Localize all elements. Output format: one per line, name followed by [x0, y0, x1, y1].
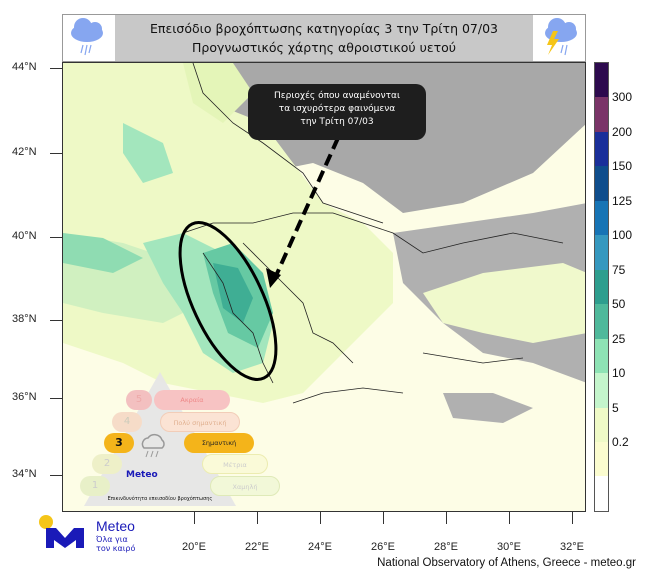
- level-label: Σημαντική: [201, 439, 237, 447]
- lon-label: 24°E: [308, 541, 332, 553]
- callout-line: τα ισχυρότερα φαινόμενα: [278, 104, 396, 114]
- colorbar-label: 100: [612, 228, 633, 243]
- callout-line: την Τρίτη 07/03: [300, 117, 374, 127]
- thunderstorm-cloud-icon: [533, 15, 585, 61]
- colorbar-segment: [595, 441, 608, 477]
- colorbar-segment: [595, 338, 608, 374]
- lon-label: 32°E: [560, 541, 584, 553]
- lat-label: 44°N: [12, 61, 37, 73]
- callout-box: Περιοχές όπου αναμένονται τα ισχυρότερα …: [248, 84, 426, 140]
- colorbar-label: 200: [612, 124, 633, 139]
- footer-credit: National Observatory of Athens, Greece -…: [377, 557, 636, 569]
- lat-label: 34°N: [12, 468, 37, 480]
- precipitation-map: [62, 62, 586, 512]
- logo-slogan: Όλα για τον καιρό: [96, 535, 135, 553]
- logo-name: Meteo: [96, 518, 135, 534]
- level-5-pill: Ακραία: [154, 390, 230, 410]
- lon-label: 26°E: [371, 541, 395, 553]
- level-1-pill: Χαμηλή: [210, 476, 280, 496]
- level-5-badge: 5: [126, 390, 152, 410]
- colorbar-segment: [595, 269, 608, 305]
- colorbar-label: 0.2: [612, 435, 629, 450]
- colorbar-segment: [595, 166, 608, 201]
- colorbar-segment: [595, 373, 608, 408]
- lat-label: 36°N: [12, 391, 37, 403]
- colorbar-segment: [595, 304, 608, 339]
- level-3-badge: 3: [104, 433, 134, 453]
- hazard-level-legend: Ακραία Πολύ σημαντική Σημαντική Μέτρια Χ…: [66, 370, 286, 510]
- colorbar-segment: [595, 200, 608, 236]
- colorbar-segment: [595, 63, 608, 98]
- colorbar-segment: [595, 131, 608, 167]
- colorbar-label: 25: [612, 331, 626, 346]
- legend-logo: Meteo: [126, 470, 158, 480]
- lon-label: 22°E: [245, 541, 269, 553]
- lon-label: 28°E: [434, 541, 458, 553]
- level-4-badge: 4: [112, 412, 142, 432]
- colorbar-label: 150: [612, 159, 633, 174]
- colorbar-label: 300: [612, 90, 633, 105]
- header: Επεισόδιο βροχόπτωσης κατηγορίας 3 την Τ…: [62, 14, 586, 62]
- lon-label: 20°E: [182, 541, 206, 553]
- level-label: Χαμηλή: [232, 483, 258, 491]
- rain-cloud-icon: [141, 434, 165, 458]
- level-2-badge: 2: [92, 454, 122, 474]
- slogan-line: Όλα για: [96, 535, 128, 544]
- title-line-1: Επεισόδιο βροχόπτωσης κατηγορίας 3 την Τ…: [150, 21, 498, 36]
- title-line-2: Προγνωστικός χάρτης αθροιστικού υετού: [192, 40, 456, 55]
- lon-label: 30°E: [497, 541, 521, 553]
- legend-caption: Επικινδυνότητα επεισοδίου βροχόπτωσης: [107, 496, 213, 502]
- colorbar-segment: [595, 235, 608, 270]
- level-label: Μέτρια: [223, 461, 247, 469]
- rain-cloud-icon: [63, 15, 115, 61]
- lat-label: 40°N: [12, 230, 37, 242]
- colorbar-label: 50: [612, 297, 626, 312]
- level-3-pill: Σημαντική: [184, 433, 254, 453]
- lat-label: 38°N: [12, 313, 37, 325]
- level-2-pill: Μέτρια: [202, 454, 268, 474]
- colorbar: [594, 62, 609, 512]
- slogan-line: τον καιρό: [96, 544, 136, 553]
- colorbar-label: 10: [612, 366, 626, 381]
- meteo-logo: Meteo Όλα για τον καιρό: [38, 514, 135, 554]
- colorbar-segment: [595, 407, 608, 442]
- lat-label: 42°N: [12, 146, 37, 158]
- level-label: Ακραία: [180, 396, 204, 404]
- callout-line: Περιοχές όπου αναμένονται: [273, 91, 401, 101]
- colorbar-label: 5: [612, 400, 619, 415]
- level-4-pill: Πολύ σημαντική: [160, 412, 240, 432]
- colorbar-segment: [595, 476, 608, 511]
- page-title: Επεισόδιο βροχόπτωσης κατηγορίας 3 την Τ…: [119, 19, 529, 57]
- colorbar-label: 125: [612, 193, 633, 208]
- level-1-badge: 1: [80, 476, 110, 496]
- colorbar-segment: [595, 97, 608, 132]
- colorbar-label: 75: [612, 262, 626, 277]
- level-label: Πολύ σημαντική: [173, 419, 227, 427]
